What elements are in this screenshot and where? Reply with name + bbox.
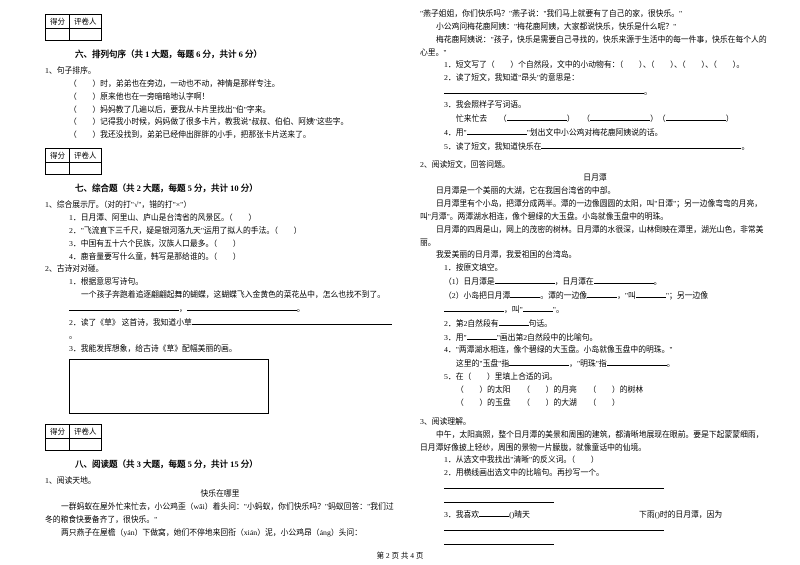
grader-blank bbox=[70, 29, 102, 41]
r2-r1c: （2）小岛把日月潭。潭的一边像，"叫"；另一边像 bbox=[420, 289, 770, 303]
r2-r4b: 这里的"玉盘"指，"明珠"指。 bbox=[420, 357, 770, 371]
page-container: 得分 评卷人 六、排列句序（共 1 大题，每题 6 分，共计 6 分） 1、句子… bbox=[0, 0, 800, 545]
score-box-6: 得分 评卷人 bbox=[45, 14, 102, 41]
grader-label: 评卷人 bbox=[70, 15, 102, 29]
r2-p4: 我爱美丽的日月潭，我爱祖国的台湾岛。 bbox=[420, 249, 770, 262]
r2-p3: 日月潭的四周是山，网上的茂密的树林。日月潭的水很深，山林倒映在潭里，湖光山色，非… bbox=[420, 224, 770, 250]
r3-blank2 bbox=[420, 522, 770, 550]
q8-1: 1、阅读天地。 bbox=[45, 475, 395, 488]
q7-s1a: 一个孩子奔跑着追逐翩翩起舞的蝴蝶，这蝴蝶飞入金黄色的菜花丛中，怎么也找不到了。 bbox=[45, 289, 395, 302]
q8-p2: 两只燕子在屋檐（yán）下做窝，她们不停地来回衔（xián）泥，小公鸡昂（áng… bbox=[45, 527, 395, 540]
q7-s2: 2．读了《草》 这首诗，我知道小草。 bbox=[45, 316, 395, 343]
q8-r3: 3．我会照样子写词语。 bbox=[420, 99, 770, 112]
score-blank bbox=[46, 29, 70, 41]
right-column: "燕子姐姐，你们快乐吗？"燕子说："我们马上就要有了自己的家，很快乐。" 小公鸡… bbox=[420, 8, 770, 545]
r3-r2: 2．用横线画出选文中的比喻句。再抄写一个。 bbox=[420, 467, 770, 480]
r2-r5b: （ ）的玉盘 （ ）的大湖 （ ） bbox=[420, 397, 770, 410]
r3-q: 3、阅读理解。 bbox=[420, 416, 770, 429]
q6-1: 1、句子排序。 bbox=[45, 65, 395, 78]
q8-r2: 2．读了短文，我知道"昂头"的意思是：。 bbox=[420, 72, 770, 99]
q7-l1: 1．日月潭、阿里山、庐山是台湾省的风景区。（ ） bbox=[45, 212, 395, 225]
q6-l3: （ ）妈妈教了几遍以后，要我从卡片里找出"伯"字来。 bbox=[45, 104, 395, 117]
grader-label: 评卷人 bbox=[70, 425, 102, 439]
q7-s3: 3．我能发挥想象，给古诗《草》配幅美丽的画。 bbox=[45, 343, 395, 356]
r2-p1: 日月潭是一个美丽的大湖，它在我国台湾省的中部。 bbox=[420, 185, 770, 198]
q8-r4: 4．用""划出文中小公鸡对梅花鹿阿姨说的话。 bbox=[420, 126, 770, 140]
score-box-7: 得分 评卷人 bbox=[45, 148, 102, 175]
q7-l3: 3．中国有五十六个民族，汉族人口最多。（ ） bbox=[45, 238, 395, 251]
page-footer: 第 2 页 共 4 页 bbox=[0, 550, 800, 561]
q6-l4: （ ）记得我小时候，妈妈做了很多卡片，教我说"叔叔、伯伯、阿姨"这些字。 bbox=[45, 116, 395, 129]
q7-l4: 4．鹿音量要写什么童，韩写是那给谁的。（ ） bbox=[45, 251, 395, 264]
r3-p1: 中午，太阳高照，整个日月潭的美景和周围的建筑，都清晰地展现在眼前。要是下起蒙蒙细… bbox=[420, 429, 770, 455]
r2-r1g: ，叫""。 bbox=[420, 303, 770, 317]
r2-r5a: （ ）的太阳 （ ）的月亮 （ ）的树林 bbox=[420, 384, 770, 397]
q8-p3: "燕子姐姐，你们快乐吗？"燕子说："我们马上就要有了自己的家，很快乐。" bbox=[420, 8, 770, 21]
r2-title: 日月潭 bbox=[420, 172, 770, 185]
score-label: 得分 bbox=[46, 149, 70, 163]
q8-r1: 1．短文写了（ ）个自然段，文中的小动物有：（ ）、（ ）、（ ）、（ ）。 bbox=[420, 59, 770, 72]
q6-l5: （ ）我还没找到，弟弟已经伸出胖胖的小手，把那张卡片送来了。 bbox=[45, 129, 395, 142]
r2-r4: 4．"两潭湖水相连，像个碧绿的大玉盘。小岛就像玉盘中的明珠。" bbox=[420, 344, 770, 357]
q6-l1: （ ）时，弟弟也在旁边，一动也不动，神情是那样专注。 bbox=[45, 78, 395, 91]
q7-blank1: ，。 bbox=[45, 302, 395, 316]
r3-r1: 1．从选文中我找出"清晰"的反义词。（ ） bbox=[420, 454, 770, 467]
q7-2: 2、古诗对对碰。 bbox=[45, 263, 395, 276]
q8-p5: 梅花鹿阿姨说："孩子，快乐是需要自己寻找的，快乐来源于生活中的每一件事，快乐在每… bbox=[420, 34, 770, 60]
r3-blank bbox=[420, 480, 770, 508]
section-7-title: 七、综合题（共 2 大题，每题 5 分，共计 10 分） bbox=[75, 182, 395, 194]
r3-r3: 3．我喜欢()晴天 下雨()时的日月潭，因为 bbox=[420, 508, 770, 522]
r2-r5: 5．在（ ）里填上合适的词。 bbox=[420, 371, 770, 384]
score-label: 得分 bbox=[46, 15, 70, 29]
section-6-title: 六、排列句序（共 1 大题，每题 6 分，共计 6 分） bbox=[75, 48, 395, 60]
q7-l2: 2．"飞流直下三千尺，疑是银河落九天"运用了拟人的手法。（ ） bbox=[45, 225, 395, 238]
drawing-box bbox=[69, 359, 269, 414]
q6-l2: （ ）原来他也在一旁暗暗地认字啊！ bbox=[45, 91, 395, 104]
q8-p4: 小公鸡问梅花鹿阿姨："梅花鹿阿姨，大家都说快乐，快乐是什么呢？" bbox=[420, 21, 770, 34]
q8-title: 快乐在哪里 bbox=[45, 488, 395, 501]
q7-s1: 1．根据意思写诗句。 bbox=[45, 276, 395, 289]
r2-q: 2、阅读短文，回答问题。 bbox=[420, 159, 770, 172]
r2-r1: 1．按原文填空。 bbox=[420, 262, 770, 275]
grader-label: 评卷人 bbox=[70, 149, 102, 163]
r2-r3: 3．用""画出第2自然段中的比喻句。 bbox=[420, 331, 770, 345]
q8-p1: 一群蚂蚁在屋外忙来忙去，小公鸡歪（wāi）着头问："小蚂蚁，你们快乐吗？"蚂蚁回… bbox=[45, 501, 395, 527]
q8-r3b: 忙来忙去 （） （） （） bbox=[420, 112, 770, 126]
score-label: 得分 bbox=[46, 425, 70, 439]
r2-r1a: （1）日月潭是，日月潭在。 bbox=[420, 275, 770, 289]
r2-p2: 日月潭里有个小岛，把潭分成两半。潭的一边像圆圆的太阳，叫"日潭"；另一边像弯弯的… bbox=[420, 198, 770, 224]
q7-1: 1、综合展示厅。（对的打"√"，错的打"×"） bbox=[45, 199, 395, 212]
section-8-title: 八、阅读题（共 3 大题，每题 5 分，共计 15 分） bbox=[75, 458, 395, 470]
q8-r5: 5．读了短文，我知道快乐在。 bbox=[420, 140, 770, 154]
score-box-8: 得分 评卷人 bbox=[45, 424, 102, 451]
r2-r2: 2．第2自然段有句话。 bbox=[420, 317, 770, 331]
left-column: 得分 评卷人 六、排列句序（共 1 大题，每题 6 分，共计 6 分） 1、句子… bbox=[45, 8, 395, 545]
